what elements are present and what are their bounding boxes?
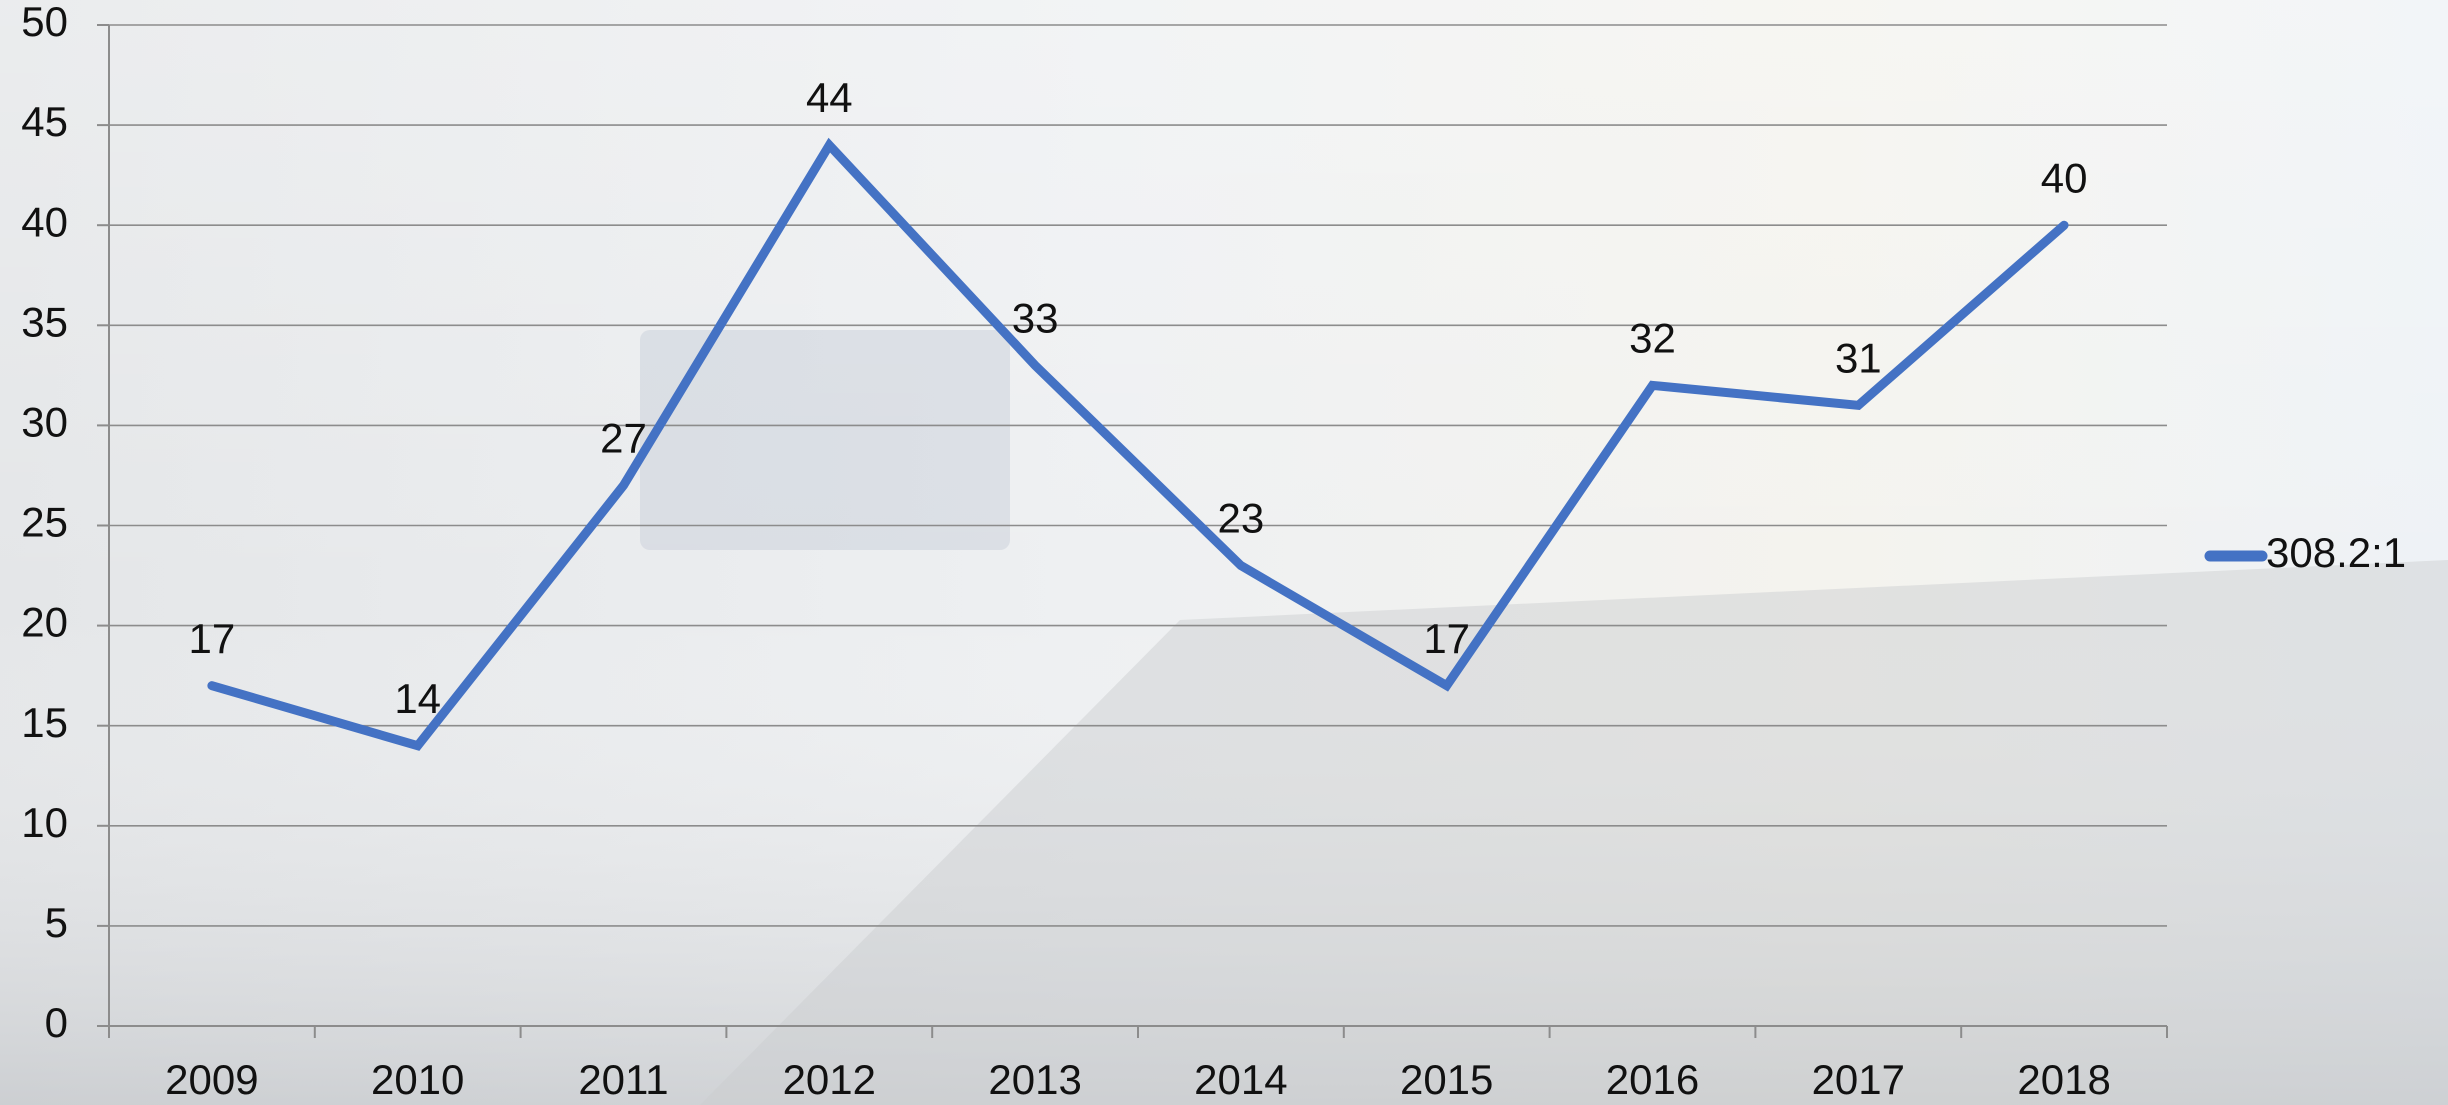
data-label: 40 xyxy=(2041,154,2088,201)
y-tick-label: 45 xyxy=(21,98,68,145)
y-tick-label: 5 xyxy=(45,899,68,946)
y-tick-label: 40 xyxy=(21,198,68,245)
legend-label: 308.2:1 xyxy=(2266,529,2406,576)
y-tick-label: 10 xyxy=(21,799,68,846)
page: 0 5 10 15 20 25 30 35 40 45 50 2009 2010 2011 2012 2013… xyxy=(0,0,2448,1105)
y-tick-label: 0 xyxy=(45,999,68,1046)
data-label: 31 xyxy=(1835,334,1882,381)
data-label: 44 xyxy=(806,74,853,121)
x-tick-label: 2018 xyxy=(2017,1056,2110,1103)
x-tick-label: 2011 xyxy=(578,1056,668,1103)
data-label: 32 xyxy=(1629,314,1676,361)
y-tick-label: 50 xyxy=(21,0,68,45)
x-tick-label: 2009 xyxy=(165,1056,258,1103)
y-tick-label: 30 xyxy=(21,398,68,445)
x-tick-label: 2010 xyxy=(371,1056,464,1103)
x-tick-label: 2015 xyxy=(1400,1056,1493,1103)
x-tick-label: 2016 xyxy=(1606,1056,1699,1103)
x-tick-label: 2014 xyxy=(1194,1056,1287,1103)
data-label: 33 xyxy=(1012,294,1059,341)
data-label: 23 xyxy=(1218,495,1265,542)
data-label: 17 xyxy=(189,615,236,662)
x-tick-label: 2017 xyxy=(1812,1056,1905,1103)
data-label: 14 xyxy=(394,675,441,722)
data-label: 27 xyxy=(600,415,647,462)
y-tick-label: 15 xyxy=(21,699,68,746)
x-tick-label: 2013 xyxy=(988,1056,1081,1103)
x-tick-label: 2012 xyxy=(783,1056,876,1103)
y-tick-label: 25 xyxy=(21,499,68,546)
y-tick-label: 20 xyxy=(21,599,68,646)
y-tick-label: 35 xyxy=(21,298,68,345)
chart: 0 5 10 15 20 25 30 35 40 45 50 2009 2010 2011 2012 2013… xyxy=(0,0,2448,1105)
data-label: 17 xyxy=(1423,615,1470,662)
